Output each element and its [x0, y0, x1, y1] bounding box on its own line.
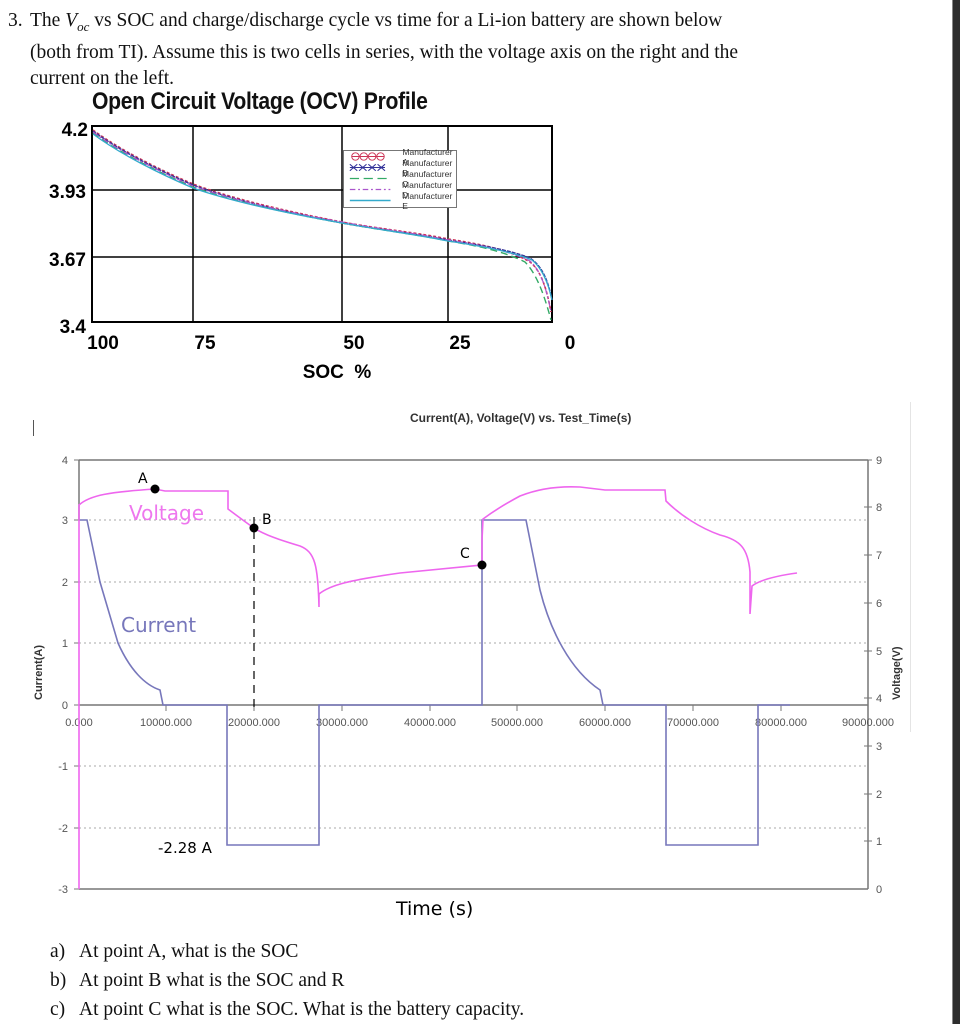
legend-item-manufacturer-b: Manufacturer B	[344, 158, 456, 178]
legend-item-manufacturer-a: Manufacturer A	[344, 147, 456, 167]
voltage-axis-tick: 6	[876, 598, 882, 610]
legend-item-manufacturer-e: Manufacturer E	[344, 191, 456, 211]
problem-number: 3.	[8, 10, 23, 31]
ocv-x-tick: 75	[194, 333, 216, 354]
time-axis-tick: 40000.000	[404, 717, 456, 729]
text-cursor	[33, 420, 34, 436]
ocv-x-tick: 100	[87, 333, 119, 354]
legend-item-manufacturer-d: Manufacturer D	[344, 180, 456, 200]
time-axis-label: Time (s)	[395, 898, 473, 920]
chart-panel-border	[910, 402, 911, 732]
ocv-chart: 4.2 3.93 3.67 3.4 100 75 50 25 0 SOC %	[49, 120, 575, 383]
point-b-marker	[249, 523, 259, 533]
time-axis-tick: 50000.000	[491, 717, 543, 729]
current-axis-tick: 1	[62, 638, 68, 650]
point-a-marker	[150, 484, 160, 494]
time-axis-tick: 30000.000	[316, 717, 368, 729]
voltage-axis-tick: 1	[876, 836, 882, 848]
ocv-series-a	[92, 129, 552, 313]
point-c-label: C	[460, 546, 470, 562]
ocv-plot-frame	[91, 125, 553, 323]
ocv-y-tick: 4.2	[62, 120, 88, 141]
question-b: b) At point B what is the SOC and R	[50, 970, 345, 991]
current-axis-tick: -2	[58, 823, 68, 835]
current-axis-label: Current(A)	[33, 645, 45, 700]
voltage-axis-tick: 9	[876, 455, 882, 467]
current-axis-tick: -3	[58, 884, 68, 896]
test-chart-title: Current(A), Voltage(V) vs. Test_Time(s)	[410, 411, 632, 425]
voltage-axis-tick: 7	[876, 550, 882, 562]
problem-text: The	[30, 10, 66, 31]
voltage-axis-label: Voltage(V)	[891, 646, 903, 700]
question-c: c) At point C what is the SOC. What is th…	[50, 999, 525, 1020]
circle-marker-icon	[351, 152, 385, 161]
voltage-axis-tick: 3	[876, 741, 882, 753]
problem-statement: 3. The Voc vs SOC and charge/discharge cy…	[8, 8, 798, 92]
voltage-series-label: Voltage	[129, 501, 204, 525]
point-b-label: B	[262, 512, 272, 528]
ocv-series-d	[92, 131, 552, 313]
test-gridlines	[79, 519, 868, 829]
current-axis-tick: -1	[58, 761, 68, 773]
time-axis-tick: 70000.000	[667, 717, 719, 729]
voltage-axis-tick: 2	[876, 789, 882, 801]
ocv-legend: Manufacturer A Manufacturer B Manufactur…	[343, 147, 457, 211]
ocv-y-tick: 3.93	[49, 182, 86, 203]
current-axis-tick: 4	[62, 455, 68, 467]
cross-marker-icon	[349, 163, 386, 172]
time-axis-tick: 20000.000	[228, 717, 280, 729]
problem-text: current on the left.	[30, 67, 175, 89]
point-c-marker	[477, 560, 487, 570]
time-axis-tick: 90000.000	[842, 717, 894, 729]
questions-list: a) At point A, what is the SOC b) At point…	[50, 937, 524, 1024]
time-axis-tick: 60000.000	[579, 717, 631, 729]
dash-dot-line-icon	[349, 188, 391, 191]
ocv-x-tick: 0	[565, 333, 576, 354]
voltage-axis-tick: 4	[876, 693, 882, 705]
question-a: a) At point A, what is the SOC	[50, 941, 299, 962]
window-edge-scrollbar	[952, 0, 960, 1024]
ocv-x-tick: 50	[343, 333, 364, 354]
solid-line-icon	[349, 199, 391, 202]
ocv-y-tick: 3.4	[60, 317, 87, 338]
ocv-x-tick: 25	[449, 333, 471, 354]
time-axis-tick: 80000.000	[755, 717, 807, 729]
current-axis-tick: 0	[62, 700, 68, 712]
dashed-line-icon	[349, 177, 391, 180]
ocv-chart-title: Open Circuit Voltage (OCV) Profile	[92, 88, 428, 115]
problem-text: vs SOC and charge/discharge cycle vs tim…	[89, 10, 723, 31]
current-axis-tick: 3	[62, 515, 68, 527]
test-chart: 4 3 2 1 0 -1 -2 -3 9 8 7 6 5 4 3 2 1 0 0…	[33, 455, 903, 920]
discharge-current-annotation: -2.28 A	[158, 839, 213, 857]
current-series-label: Current	[121, 613, 196, 637]
point-a-label: A	[138, 471, 148, 487]
voltage-axis-tick: 5	[876, 646, 882, 658]
voc-symbol: Voc	[65, 10, 90, 34]
current-axis-tick: 2	[62, 577, 68, 589]
problem-text: (both from TI). Assume this is two cells…	[30, 41, 739, 63]
voltage-axis-tick: 8	[876, 502, 882, 514]
ocv-series-c	[92, 132, 552, 321]
legend-item-manufacturer-c: Manufacturer C	[344, 169, 456, 189]
ocv-y-tick: 3.67	[49, 250, 86, 271]
ocv-x-axis-label: SOC %	[303, 362, 372, 383]
current-series-line	[79, 519, 790, 846]
ocv-series-e	[92, 133, 553, 301]
time-axis-tick: 10000.000	[140, 717, 192, 729]
voltage-series-line	[78, 485, 798, 889]
voltage-axis-tick: 0	[876, 884, 882, 896]
ocv-series-b	[92, 130, 553, 301]
